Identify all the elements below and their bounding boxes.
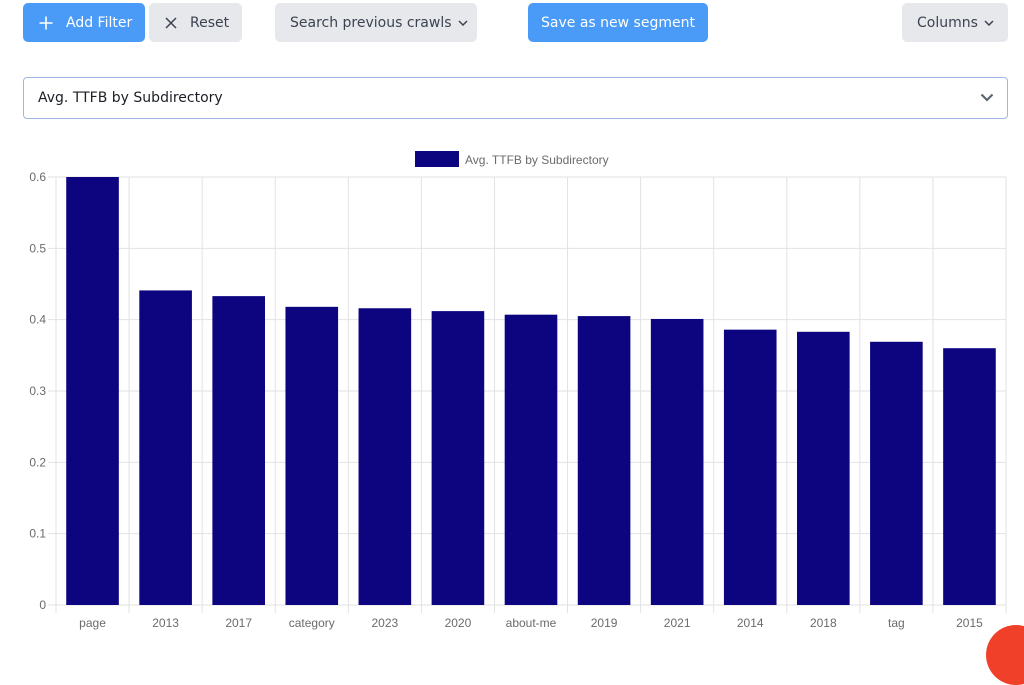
x-tick-label: 2015 bbox=[956, 616, 983, 630]
chevron-down-icon bbox=[980, 90, 994, 106]
chevron-down-icon bbox=[458, 19, 468, 26]
bar bbox=[504, 314, 558, 605]
x-tick-label: 2018 bbox=[810, 616, 837, 630]
columns-dropdown[interactable]: Columns bbox=[902, 3, 1008, 42]
x-tick-label: 2021 bbox=[664, 616, 691, 630]
x-tick-label: 2013 bbox=[152, 616, 179, 630]
close-icon bbox=[165, 16, 177, 29]
bar bbox=[285, 306, 339, 605]
x-tick-label: category bbox=[289, 616, 335, 630]
y-tick-label: 0.6 bbox=[29, 170, 46, 184]
columns-label: Columns bbox=[917, 14, 978, 31]
bar bbox=[723, 329, 777, 605]
save-as-new-segment-label: Save as new segment bbox=[541, 14, 695, 31]
y-tick-label: 0.2 bbox=[29, 455, 46, 469]
bar bbox=[212, 296, 265, 605]
report-select[interactable]: Avg. TTFB by Subdirectory bbox=[23, 77, 1008, 119]
bar bbox=[870, 341, 923, 605]
bar bbox=[139, 290, 192, 605]
y-tick-label: 0 bbox=[39, 598, 46, 612]
y-tick-label: 0.3 bbox=[29, 384, 46, 398]
report-select-value: Avg. TTFB by Subdirectory bbox=[38, 90, 223, 106]
x-tick-label: page bbox=[79, 616, 106, 630]
x-tick-label: about-me bbox=[506, 616, 557, 630]
bar bbox=[431, 311, 485, 605]
add-filter-button[interactable]: Add Filter bbox=[23, 3, 145, 42]
bar bbox=[650, 318, 704, 605]
bar bbox=[358, 308, 412, 605]
bar bbox=[797, 331, 850, 605]
reset-button[interactable]: Reset bbox=[149, 3, 242, 42]
x-tick-label: tag bbox=[888, 616, 905, 630]
plus-icon bbox=[39, 16, 53, 30]
search-previous-crawls-dropdown[interactable]: Search previous crawls bbox=[275, 3, 477, 42]
x-tick-label: 2023 bbox=[371, 616, 398, 630]
y-tick-label: 0.1 bbox=[29, 527, 46, 541]
reset-label: Reset bbox=[190, 14, 230, 31]
legend-label: Avg. TTFB by Subdirectory bbox=[465, 153, 609, 167]
bar bbox=[943, 348, 996, 605]
bar bbox=[66, 177, 119, 605]
add-filter-label: Add Filter bbox=[66, 14, 133, 31]
x-tick-label: 2017 bbox=[225, 616, 252, 630]
bar bbox=[577, 316, 631, 605]
x-tick-label: 2020 bbox=[445, 616, 472, 630]
save-as-new-segment-button[interactable]: Save as new segment bbox=[528, 3, 708, 42]
legend-swatch bbox=[415, 151, 459, 167]
y-tick-label: 0.5 bbox=[29, 241, 46, 255]
chevron-down-icon bbox=[984, 19, 994, 26]
y-tick-label: 0.4 bbox=[29, 313, 46, 327]
x-tick-label: 2014 bbox=[737, 616, 764, 630]
x-tick-label: 2019 bbox=[591, 616, 618, 630]
bar-chart: 0 0.1 0.2 0.3 0.4 0.5 0.6 page 2013 2017 category 2… bbox=[29, 151, 1007, 630]
search-previous-crawls-label: Search previous crawls bbox=[290, 14, 452, 31]
